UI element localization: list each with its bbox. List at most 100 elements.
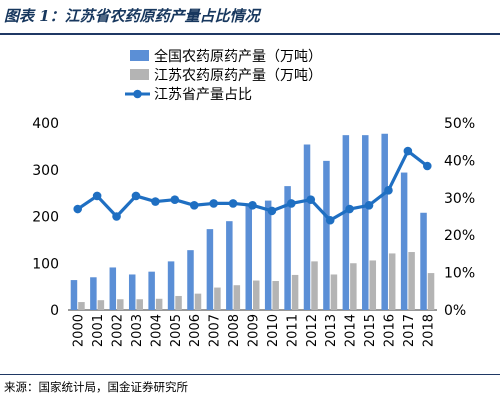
- ratio-point: [228, 199, 238, 208]
- ratio-point: [403, 146, 413, 156]
- legend-label: 江苏农药原药产量（万吨）: [154, 68, 322, 84]
- national-output-bar: [264, 200, 272, 310]
- legend-national-swatch: [130, 50, 149, 61]
- y-left-tick-label: 0: [50, 303, 59, 319]
- ratio-point: [306, 195, 316, 204]
- source-rule: [0, 374, 500, 375]
- x-tick-label: 2018: [421, 314, 436, 347]
- national-output-bar: [70, 280, 78, 310]
- national-output-bar: [226, 221, 233, 310]
- y-left-tick-label: 200: [32, 210, 59, 226]
- jiangsu-output-bar: [311, 261, 318, 310]
- national-output-bar: [342, 135, 350, 310]
- national-output-bar: [167, 261, 175, 310]
- ratio-point: [131, 191, 141, 201]
- x-tick-label: 2000: [72, 314, 87, 347]
- y-right-tick-label: 20%: [444, 228, 475, 244]
- jiangsu-output-bar: [291, 274, 299, 310]
- ratio-point: [209, 199, 218, 208]
- ratio-point: [151, 197, 160, 206]
- jiangsu-output-bar: [78, 302, 85, 310]
- x-tick-label: 2012: [305, 314, 320, 347]
- ratio-line: [73, 146, 432, 225]
- x-tick-label: 2007: [208, 314, 223, 347]
- national-output-bar: [323, 160, 330, 310]
- jiangsu-output-bar: [330, 274, 338, 310]
- ratio-point: [287, 199, 296, 208]
- y-right-tick-label: 40%: [444, 153, 475, 169]
- ratio-point: [384, 186, 393, 195]
- ratio-line-path: [76, 149, 429, 222]
- ratio-point: [267, 206, 277, 216]
- x-tick-label: 2005: [169, 314, 184, 347]
- jiangsu-output-bar: [97, 300, 105, 310]
- y-right-tick-label: 10%: [444, 266, 475, 282]
- jiangsu-output-bar: [427, 273, 435, 310]
- y-right-tick-label: 0%: [444, 303, 466, 319]
- national-output-bar: [245, 204, 252, 310]
- ratio-point: [92, 191, 102, 201]
- bars: [70, 133, 435, 310]
- x-tick-label: 2004: [149, 314, 164, 347]
- y-left-tick-label: 400: [32, 116, 59, 132]
- ratio-point: [112, 212, 121, 221]
- national-output-bar: [148, 271, 155, 310]
- jiangsu-output-bar: [194, 293, 202, 310]
- ratio-point: [248, 200, 257, 210]
- x-tick-label: 2011: [285, 314, 300, 347]
- x-tick-label: 2003: [130, 314, 145, 347]
- national-output-bar: [362, 135, 369, 310]
- national-output-bar: [90, 277, 97, 310]
- ratio-point: [189, 200, 199, 210]
- national-output-bar: [303, 144, 311, 310]
- x-tick-label: 2006: [188, 314, 203, 347]
- source-note: 来源：国家统计局，国金证券研究所: [4, 380, 188, 394]
- x-tick-label: 2002: [111, 314, 126, 347]
- x-tick-label: 2016: [382, 314, 397, 347]
- jiangsu-output-bar: [117, 299, 124, 310]
- legend-label: 全国农药原药产量（万吨）: [154, 48, 322, 65]
- jiangsu-output-bar: [369, 260, 377, 310]
- title-rule: [0, 33, 500, 35]
- legend-label: 江苏省产量占比: [154, 87, 252, 103]
- x-tick-label: 2010: [266, 314, 281, 347]
- national-output-bar: [128, 274, 136, 310]
- national-output-bar: [400, 172, 408, 310]
- y-right-tick-label: 50%: [444, 116, 475, 132]
- x-tick-label: 2001: [91, 314, 106, 347]
- legend-ratio-marker: [133, 89, 142, 99]
- y-left-tick-label: 100: [32, 256, 59, 272]
- x-tick-label: 2009: [247, 314, 262, 347]
- y-left-tick-label: 300: [32, 163, 59, 179]
- jiangsu-output-bar: [233, 285, 241, 310]
- jiangsu-output-bar: [214, 287, 221, 310]
- x-tick-label: 2015: [363, 314, 378, 347]
- jiangsu-output-bar: [350, 263, 357, 310]
- x-tick-label: 2014: [344, 314, 359, 347]
- x-tick-label: 2013: [324, 314, 339, 347]
- x-tick-label: 2008: [227, 314, 242, 347]
- ratio-point: [422, 161, 432, 171]
- jiangsu-output-bar: [155, 298, 163, 310]
- jiangsu-output-bar: [272, 281, 279, 310]
- jiangsu-output-bar: [253, 280, 260, 310]
- jiangsu-output-bar: [175, 295, 182, 310]
- ratio-point: [345, 204, 354, 214]
- national-output-bar: [187, 250, 194, 310]
- x-tick-label: 2017: [402, 314, 417, 347]
- chart-title: 图表 1：江苏省农药原药产量占比情况: [4, 7, 260, 25]
- legend-jiangsu-swatch: [130, 69, 149, 80]
- y-right-tick-label: 30%: [444, 191, 475, 207]
- chart: 全国农药原药产量（万吨）江苏农药原药产量（万吨）江苏省产量占比 01002003…: [32, 48, 475, 347]
- jiangsu-output-bar: [136, 299, 143, 310]
- national-output-bar: [109, 267, 117, 310]
- national-output-bar: [381, 133, 388, 310]
- ratio-point: [325, 215, 335, 225]
- legend: 全国农药原药产量（万吨） 江苏农药原药产量（万吨） 江苏省产量占比: [125, 48, 322, 103]
- ratio-point: [364, 200, 374, 210]
- national-output-bar: [284, 186, 291, 310]
- ratio-point: [73, 204, 83, 214]
- axes: 0 100 200 300 400 0% 10% 20% 30% 40% 50% 2000 2001 20…: [32, 116, 475, 347]
- national-output-bar: [206, 229, 214, 310]
- jiangsu-output-bar: [388, 253, 396, 310]
